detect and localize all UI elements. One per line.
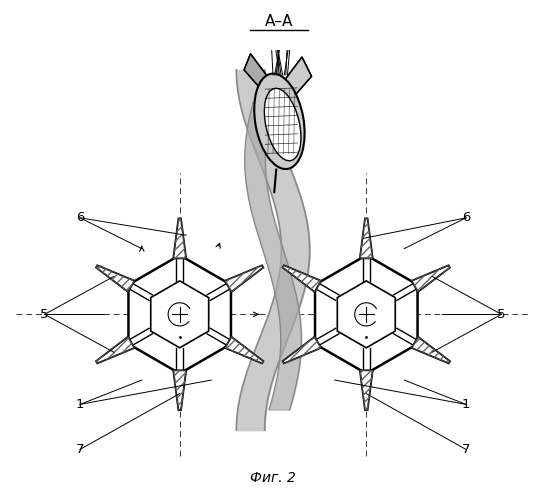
Text: 7: 7 xyxy=(462,443,470,456)
Text: 1: 1 xyxy=(462,398,470,411)
Polygon shape xyxy=(96,266,134,292)
Text: 6: 6 xyxy=(76,212,84,224)
Ellipse shape xyxy=(254,74,305,169)
Polygon shape xyxy=(151,281,209,348)
Polygon shape xyxy=(412,266,450,292)
Text: 7: 7 xyxy=(76,443,84,456)
Polygon shape xyxy=(225,337,263,363)
Polygon shape xyxy=(128,255,231,374)
Ellipse shape xyxy=(264,88,301,161)
Polygon shape xyxy=(283,337,321,363)
Text: 1: 1 xyxy=(76,398,84,411)
Polygon shape xyxy=(283,266,321,292)
Polygon shape xyxy=(360,218,373,258)
Polygon shape xyxy=(360,370,373,410)
Polygon shape xyxy=(337,281,395,348)
Polygon shape xyxy=(283,57,312,102)
Text: 6: 6 xyxy=(462,212,470,224)
Polygon shape xyxy=(244,54,270,96)
Text: 5: 5 xyxy=(497,308,506,321)
Polygon shape xyxy=(173,218,186,258)
Polygon shape xyxy=(225,266,263,292)
Polygon shape xyxy=(96,337,134,363)
Polygon shape xyxy=(315,255,418,374)
Text: Фиг. 2: Фиг. 2 xyxy=(250,472,296,486)
Polygon shape xyxy=(412,337,450,363)
Text: 5: 5 xyxy=(40,308,49,321)
Polygon shape xyxy=(173,370,186,410)
Text: А–А: А–А xyxy=(265,14,294,29)
